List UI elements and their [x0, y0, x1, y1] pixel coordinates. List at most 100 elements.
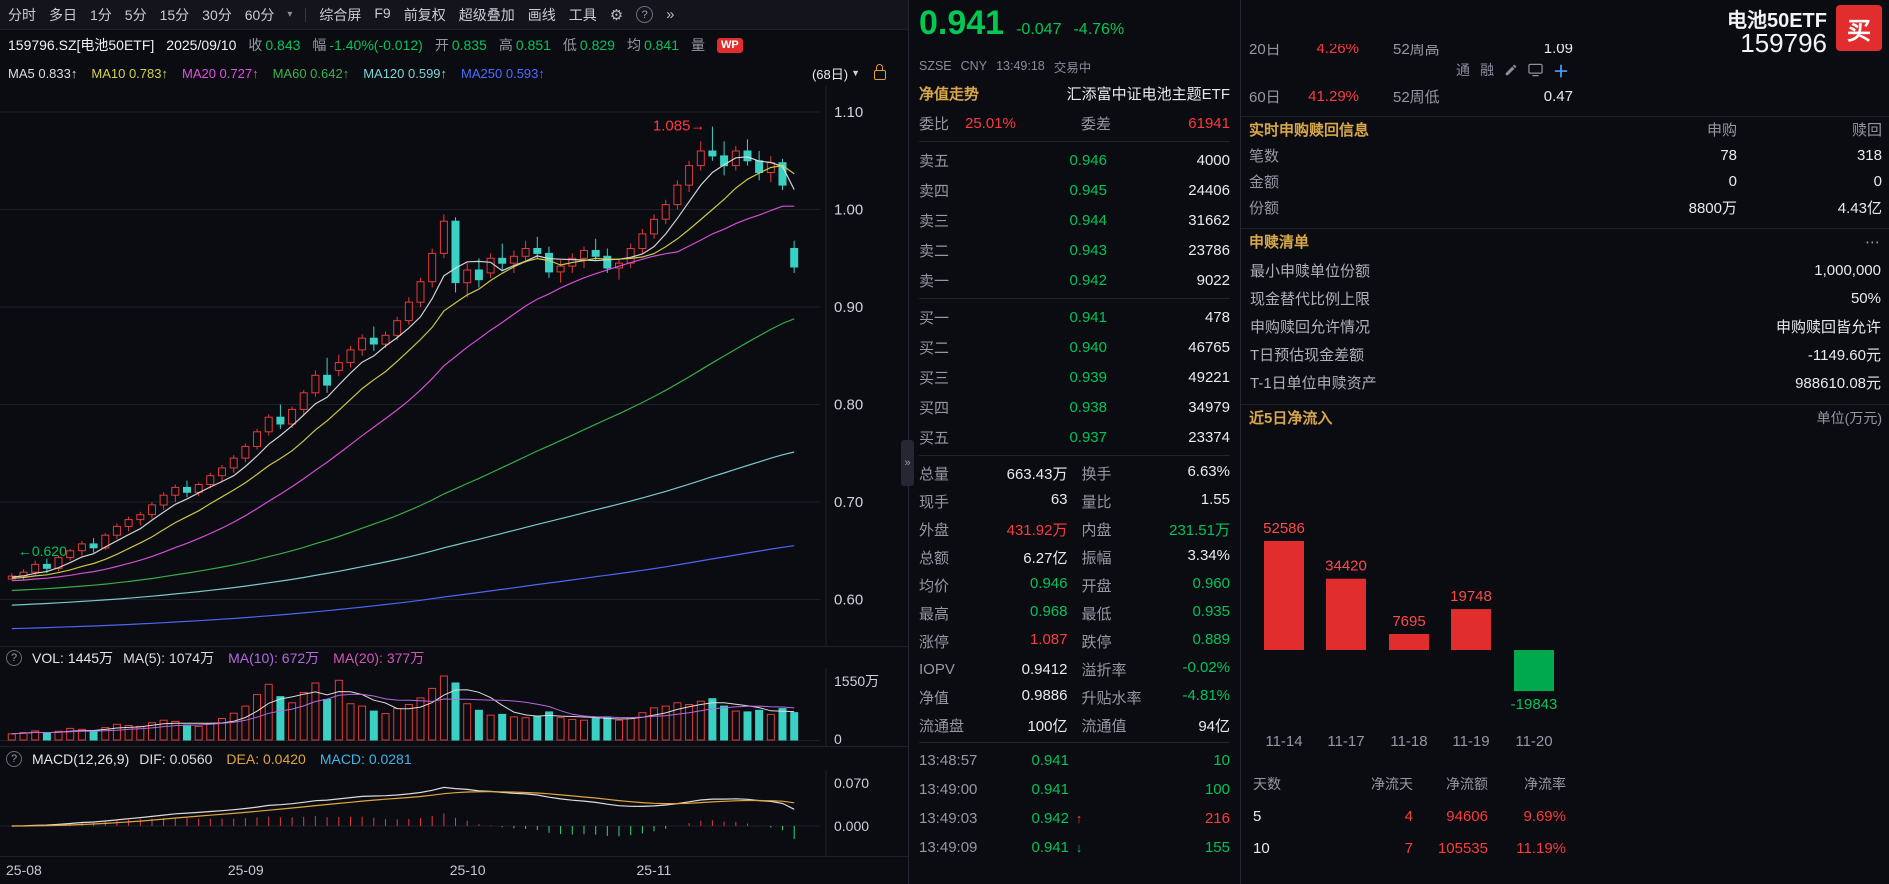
- stats-row: 净值 0.9886 升贴水率 -4.81%: [919, 683, 1230, 711]
- order-book-row[interactable]: 卖三 0.944 31662: [919, 205, 1230, 235]
- flow-table-cell: 105535: [1437, 839, 1488, 857]
- toolbar-menu-item[interactable]: 前复权: [403, 6, 446, 23]
- subscribe-value: 8800万: [1688, 199, 1737, 217]
- svg-text:0.90: 0.90: [834, 299, 863, 316]
- redeem-list-header: 申赎清单 ⋯: [1241, 228, 1889, 254]
- volume-chart[interactable]: 1550万 0: [0, 668, 908, 746]
- order-book-row[interactable]: 买二 0.940 46765: [919, 332, 1230, 362]
- svg-text:0.60: 0.60: [834, 592, 863, 609]
- tick-row: 13:49:00 0.941 100: [919, 775, 1230, 804]
- stat-label: 量比: [1081, 493, 1112, 511]
- toolbar-menu-item[interactable]: F9: [374, 4, 391, 21]
- stat-value: 3.34%: [1187, 546, 1230, 564]
- collapse-handle[interactable]: »: [901, 440, 914, 486]
- toolbar-tab[interactable]: 5分: [124, 6, 147, 23]
- period-stats-row: 60日 41.29% 52周低 0.47: [1249, 84, 1573, 108]
- toolbar-tab[interactable]: 60分: [244, 6, 275, 23]
- toolbar-menu-item[interactable]: 画线: [527, 6, 556, 23]
- info-field-label: 均: [626, 37, 641, 53]
- nav-trend-link[interactable]: 净值走势: [919, 85, 980, 103]
- stat-value: 94亿: [1198, 717, 1230, 735]
- wp-badge[interactable]: WP: [717, 37, 743, 53]
- info-field: 高 0.851: [499, 35, 551, 55]
- quote-subline: SZSE CNY 13:49:18 交易中: [919, 54, 1230, 78]
- etf-info-panel: 电池50ETF 159796 买 20日 4.26% 52周高 1.09 通 融…: [1240, 0, 1889, 884]
- toolbar-menu-item[interactable]: 工具: [568, 6, 597, 23]
- macd-chart[interactable]: 0.070 0.000: [0, 770, 908, 856]
- redeem-rows: 最小申赎单位份额 1,000,000 现金替代比例上限 50% 申购赎回允许情况 申购赎回…: [1241, 256, 1889, 396]
- order-book-row[interactable]: 卖四 0.945 24406: [919, 175, 1230, 205]
- toolbar-tab[interactable]: 30分: [202, 6, 232, 23]
- help-icon[interactable]: ?: [636, 6, 654, 23]
- order-price: 0.944: [1069, 211, 1107, 229]
- more-icon[interactable]: ⋯: [1865, 233, 1882, 251]
- toolbar-menus: 综合屏 F9 前复权 超级叠加 画线 工具: [319, 5, 596, 25]
- buy-button[interactable]: 买: [1836, 5, 1882, 51]
- etf-name: 电池50ETF: [1726, 10, 1827, 32]
- info-field: 幅 -1.40%(-0.012): [312, 35, 422, 55]
- row-value: 申购赎回皆允许: [1775, 318, 1881, 336]
- stat-label: 净值: [919, 689, 950, 707]
- toolbar-tab[interactable]: 1分: [90, 6, 112, 23]
- tick-volume: 216: [1204, 810, 1230, 827]
- toolbar-tab[interactable]: 分时: [8, 6, 36, 23]
- screenshot-icon[interactable]: [1528, 63, 1543, 77]
- order-level-label: 卖一: [919, 272, 950, 290]
- order-book-row[interactable]: 卖五 0.946 4000: [919, 145, 1230, 175]
- vol-ma-item: MA(5): 1074万: [123, 649, 215, 666]
- order-book-row[interactable]: 买五 0.937 23374: [919, 422, 1230, 452]
- order-book-row[interactable]: 卖二 0.943 23786: [919, 235, 1230, 265]
- order-level-label: 买五: [919, 429, 950, 447]
- toolbar-tabs: 分时 多日 1分 5分 15分 30分 60分: [8, 5, 274, 25]
- stats-row: 最高 0.968 最低 0.935: [919, 599, 1230, 627]
- date-tick: 25-09: [227, 862, 264, 878]
- stat-label: 升贴水率: [1081, 689, 1142, 707]
- period-selector[interactable]: (68日) ▼: [812, 64, 860, 83]
- symbol-label: 159796.SZ[电池50ETF]: [8, 37, 155, 53]
- help-icon[interactable]: ?: [6, 750, 22, 767]
- gear-icon[interactable]: ⚙: [609, 6, 624, 24]
- subscribe-section-header: 实时申购赎回信息 申购 赎回: [1241, 116, 1889, 142]
- order-book-row[interactable]: 买三 0.939 49221: [919, 362, 1230, 392]
- info-field-value: 0.843: [265, 37, 301, 53]
- order-book-row[interactable]: 买一 0.941 478: [919, 302, 1230, 332]
- stats-row: IOPV 0.9412 溢折率 -0.02%: [919, 655, 1230, 683]
- row-label: 份额: [1249, 199, 1280, 217]
- stat-label: 跌停: [1081, 633, 1112, 651]
- kline-chart[interactable]: 1.10 1.00 0.90 0.80 0.70 0.60 1.085→ ←0.620: [0, 86, 908, 646]
- redeem-value: 318: [1856, 146, 1882, 164]
- currency-label: CNY: [960, 59, 988, 73]
- lock-icon[interactable]: [874, 64, 886, 80]
- toolbar-tab[interactable]: 15分: [159, 6, 190, 23]
- section-title: 实时申购赎回信息: [1249, 122, 1370, 139]
- subscribe-rows: 笔数 78 318 金额 0 0 份额 8800万 4.43亿: [1241, 142, 1889, 220]
- svg-text:-19843: -19843: [1511, 696, 1558, 713]
- tick-list[interactable]: 13:48:57 0.941 10 13:49:00 0.941 100 13:49:03 0…: [919, 746, 1230, 862]
- tick-price: 0.941: [1031, 781, 1069, 798]
- flow-table-cell: 4: [1404, 807, 1413, 825]
- margin-badge-tong: 通: [1456, 62, 1470, 78]
- stat-label: 换手: [1081, 465, 1112, 483]
- info-field-label: 低: [562, 37, 577, 53]
- subscribe-value: 78: [1720, 146, 1737, 164]
- stat-label: 总量: [919, 465, 950, 483]
- toolbar-tab[interactable]: 多日: [49, 6, 77, 23]
- toolbar-menu-item[interactable]: 综合屏: [319, 6, 362, 23]
- add-icon[interactable]: ＋: [1553, 64, 1570, 81]
- flow-table-cell: 5: [1253, 807, 1262, 825]
- order-book-row[interactable]: 买四 0.938 34979: [919, 392, 1230, 422]
- toolbar-menu-item[interactable]: 超级叠加: [458, 6, 515, 23]
- edit-icon[interactable]: [1504, 63, 1518, 77]
- vol-value: 1445万: [67, 649, 114, 666]
- stats-cell: 净值 0.9886: [919, 687, 1068, 708]
- tick-volume: 100: [1204, 781, 1230, 798]
- flow-table-cell: 7: [1404, 839, 1413, 857]
- order-book-row[interactable]: 卖一 0.942 9022: [919, 265, 1230, 295]
- stats-cell: 换手 6.63%: [1082, 463, 1231, 484]
- more-icon[interactable]: »: [666, 6, 675, 23]
- help-icon[interactable]: ?: [6, 649, 22, 666]
- stats-row: 均价 0.946 开盘 0.960: [919, 571, 1230, 599]
- chevron-down-icon[interactable]: ▾: [287, 9, 293, 20]
- subscribe-row: 金额 0 0: [1241, 168, 1889, 194]
- stat-label: 流通盘: [919, 717, 965, 735]
